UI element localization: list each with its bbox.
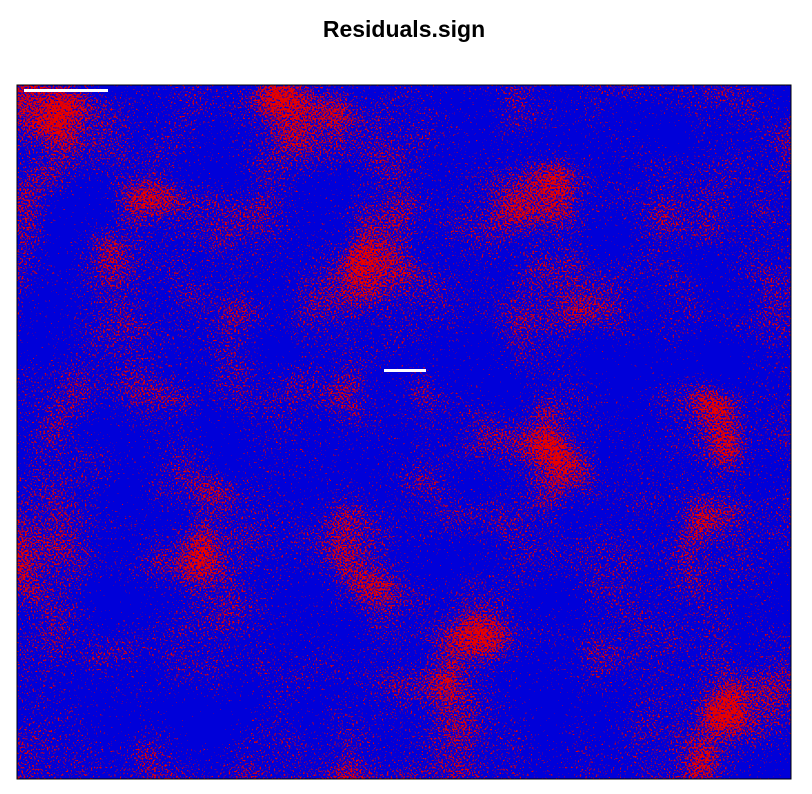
chart-title: Residuals.sign: [323, 16, 485, 42]
residual-raster: [17, 85, 791, 779]
missing-strip: [24, 89, 108, 92]
missing-strip: [384, 369, 426, 372]
plot-frame: [16, 84, 792, 780]
plot-area: [17, 85, 791, 779]
